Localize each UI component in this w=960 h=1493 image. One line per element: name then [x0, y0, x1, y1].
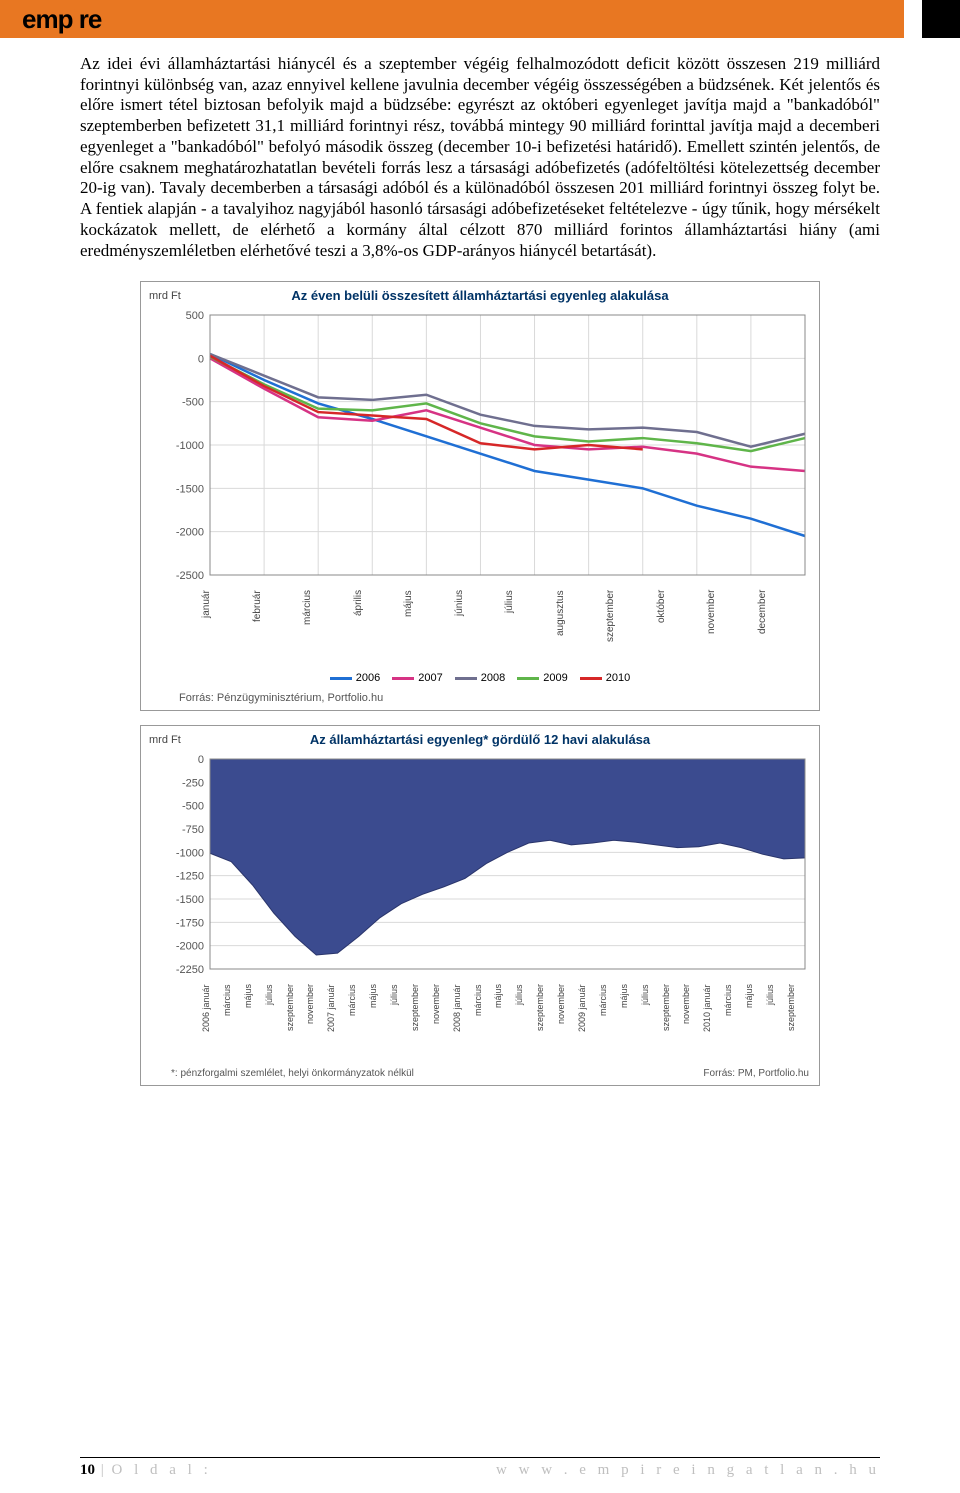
svg-text:-1000: -1000 — [176, 440, 204, 452]
chart2-footnote: *: pénzforgalmi szemlélet, helyi önkormá… — [171, 1068, 414, 1079]
chart1-source: Forrás: Pénzügyminisztérium, Portfolio.h… — [141, 688, 819, 710]
svg-text:-1500: -1500 — [176, 894, 204, 906]
footer-url: w w w . e m p i r e i n g a t l a n . h … — [496, 1462, 880, 1479]
chart2-plot: 0 -250 -500 -750 -1000 -1250 -1500 -1750 -2000 -2… — [155, 749, 815, 979]
svg-text:-1500: -1500 — [176, 484, 204, 496]
svg-text:-2500: -2500 — [176, 570, 204, 582]
page-number: 10 | O l d a l : — [80, 1462, 212, 1479]
chart1-xlabels: januárfebruármárciusáprilismájusjúniusjú… — [201, 590, 807, 668]
header-orange — [0, 0, 904, 38]
body-paragraph: Az idei évi államháztartási hiánycél és … — [0, 38, 960, 261]
chart1-ylabel: mrd Ft — [149, 290, 181, 302]
svg-text:-2250: -2250 — [176, 964, 204, 976]
chart-rolling-balance: mrd Ft Az államháztartási egyenleg* görd… — [140, 725, 820, 1086]
svg-text:-2000: -2000 — [176, 941, 204, 953]
chart2-xlabels: 2006 januármárciusmájusjúliusszeptembern… — [201, 984, 807, 1066]
chart2-source: Forrás: PM, Portfolio.hu — [703, 1068, 809, 1079]
svg-text:-500: -500 — [182, 801, 204, 813]
header-black — [922, 0, 960, 38]
chart-budget-balance: mrd Ft Az éven belüli összesített államh… — [140, 281, 820, 711]
chart2-ylabel: mrd Ft — [149, 734, 181, 746]
page-label: O l d a l : — [112, 1462, 212, 1478]
logo: empire — [22, 4, 101, 35]
svg-text:0: 0 — [198, 754, 204, 766]
chart1-title: Az éven belüli összesített államháztartá… — [141, 288, 819, 303]
page-num-value: 10 — [80, 1462, 95, 1478]
svg-text:-1250: -1250 — [176, 871, 204, 883]
chart1-plot: 500 0 -500 -1000 -1500 -2000 -2500 — [155, 305, 815, 585]
page-footer: 10 | O l d a l : w w w . e m p i r e i n… — [80, 1457, 880, 1479]
chart1-legend: 20062007200820092010 — [141, 672, 819, 684]
header-gap — [904, 0, 922, 38]
svg-text:-250: -250 — [182, 778, 204, 790]
svg-text:0: 0 — [198, 354, 204, 366]
chart2-title: Az államháztartási egyenleg* gördülő 12 … — [141, 732, 819, 747]
svg-text:-750: -750 — [182, 824, 204, 836]
svg-text:-2000: -2000 — [176, 527, 204, 539]
svg-text:500: 500 — [186, 310, 204, 322]
header-bar — [0, 0, 960, 38]
svg-text:-1750: -1750 — [176, 918, 204, 930]
svg-text:-1000: -1000 — [176, 848, 204, 860]
chart2-footnote-row: *: pénzforgalmi szemlélet, helyi önkormá… — [141, 1066, 819, 1085]
svg-text:-500: -500 — [182, 397, 204, 409]
